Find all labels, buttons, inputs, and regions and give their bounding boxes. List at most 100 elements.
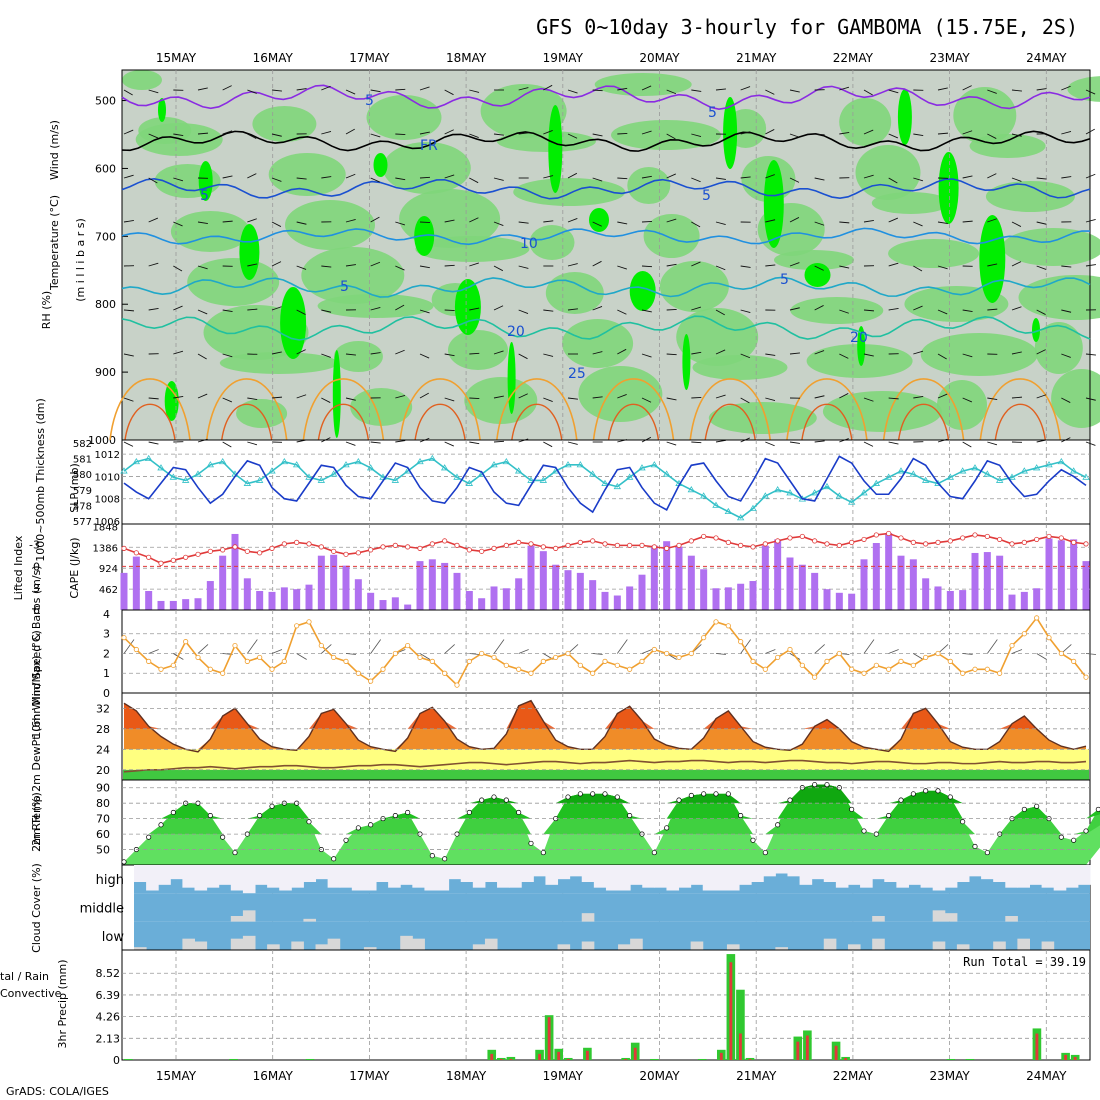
li-line-point [910,539,916,546]
wind-barb [543,397,553,403]
wind-barb [370,177,380,183]
date-label-bottom: 21MAY [736,1069,777,1083]
surface-wind-barb [271,649,283,654]
thickness-line-point [724,507,733,515]
thickness-line-point [699,492,708,499]
thickness-line-point [650,461,659,468]
li-line-point [146,554,152,560]
thickness-line-point [194,470,202,477]
wind-barb [814,305,824,311]
upper-temp-label: Temperature (°C) [48,195,61,291]
contour-25 [882,378,965,441]
cloud-gap [412,865,425,888]
pressure-tick-label: 800 [95,298,116,311]
date-label-bottom: 17MAY [349,1069,390,1083]
wind-barb [666,441,677,446]
rh-point [1058,834,1064,840]
li-line-point [220,547,226,553]
cloud-gap [134,947,147,950]
cloud-gap [932,865,946,891]
wind-speed-line-point [183,639,189,645]
wind-barb [641,85,652,91]
li-line-point [207,548,213,554]
wind-speed-line-point [713,619,719,625]
cloud-gap [242,935,256,950]
surface-wind-barb [247,639,258,654]
contour-30 [607,403,660,441]
wind-speed-line-point [787,646,793,653]
wind-barb [197,87,208,91]
cape-bar [157,600,165,610]
contour-label: 25 [568,366,586,382]
li-line-point [812,538,818,544]
wind-speed-line-point [503,662,509,668]
rh-high-blob [763,160,784,248]
li-line-point [923,541,929,547]
wind-barb [937,265,948,270]
cape-bar [404,604,412,610]
li-tick-label: -3 [29,539,40,552]
cape-bar [749,581,757,610]
cloud-gap [618,865,631,891]
rh-point [207,812,213,819]
contour-label: 5 [365,93,374,109]
wind-barb [765,219,776,223]
cape-bar [589,580,597,610]
li-line-point [244,548,250,554]
wind-barb [345,128,355,135]
li-line-point [121,545,127,551]
wind-barb [814,133,825,136]
precip-label: 3hr Precip (mm) [56,959,69,1048]
wind-barb [370,133,381,138]
wind-barb [617,265,627,270]
contour-label: 10 [520,236,538,252]
wind-speed-line-point [158,666,164,672]
rh-point [824,782,830,788]
cloud-gap [569,865,583,877]
rh-tick-label: 50 [96,844,110,857]
cape-bar [909,559,917,610]
rh-high-blob [454,279,481,335]
thickness-line-point [1057,457,1066,465]
date-label-top: 17MAY [349,51,390,65]
wind-barb [543,441,553,448]
wind-barb [888,217,899,223]
li-line-point [429,541,435,547]
thickness-line-point [638,464,646,471]
rh-point [503,797,509,803]
cloud-gap [230,916,244,922]
cloud-gap [1005,865,1018,888]
thickness-line [123,457,1087,519]
li-line-point [528,541,534,547]
wind-speed-line-point [146,658,152,664]
precip-conv-bar [538,1053,542,1060]
precip-tick-label: 0 [113,1054,120,1067]
wind-barb [395,304,405,311]
date-label-bottom: 24MAY [1026,1069,1067,1083]
surface-wind-barb [419,653,431,660]
cloud-gap [339,865,353,888]
wind-barb [148,133,159,139]
cape-bar [996,555,1004,610]
cape-bar [478,598,486,610]
wind-barb [543,309,554,312]
rh-point [1095,806,1100,812]
wind-speed-line-point [910,662,916,668]
wind-barb [641,265,653,268]
wind-barb [789,217,800,223]
wind-barb [863,174,874,179]
wind-speed-line-point [355,670,361,676]
surface-wind-barb [740,639,751,654]
surface-wind-barb [814,644,825,654]
cloud-gap [400,935,413,950]
temp-area [124,700,1086,750]
wind-barb [395,133,406,135]
wind-barb [789,262,800,267]
thickness-line-point [921,476,930,483]
thickness-line-point [1032,464,1041,471]
rh-high-blob [1032,318,1040,342]
wind-barb [617,309,627,315]
rh-high-blob [158,98,166,122]
cloud-gap [581,913,595,922]
rh-point [306,819,312,825]
